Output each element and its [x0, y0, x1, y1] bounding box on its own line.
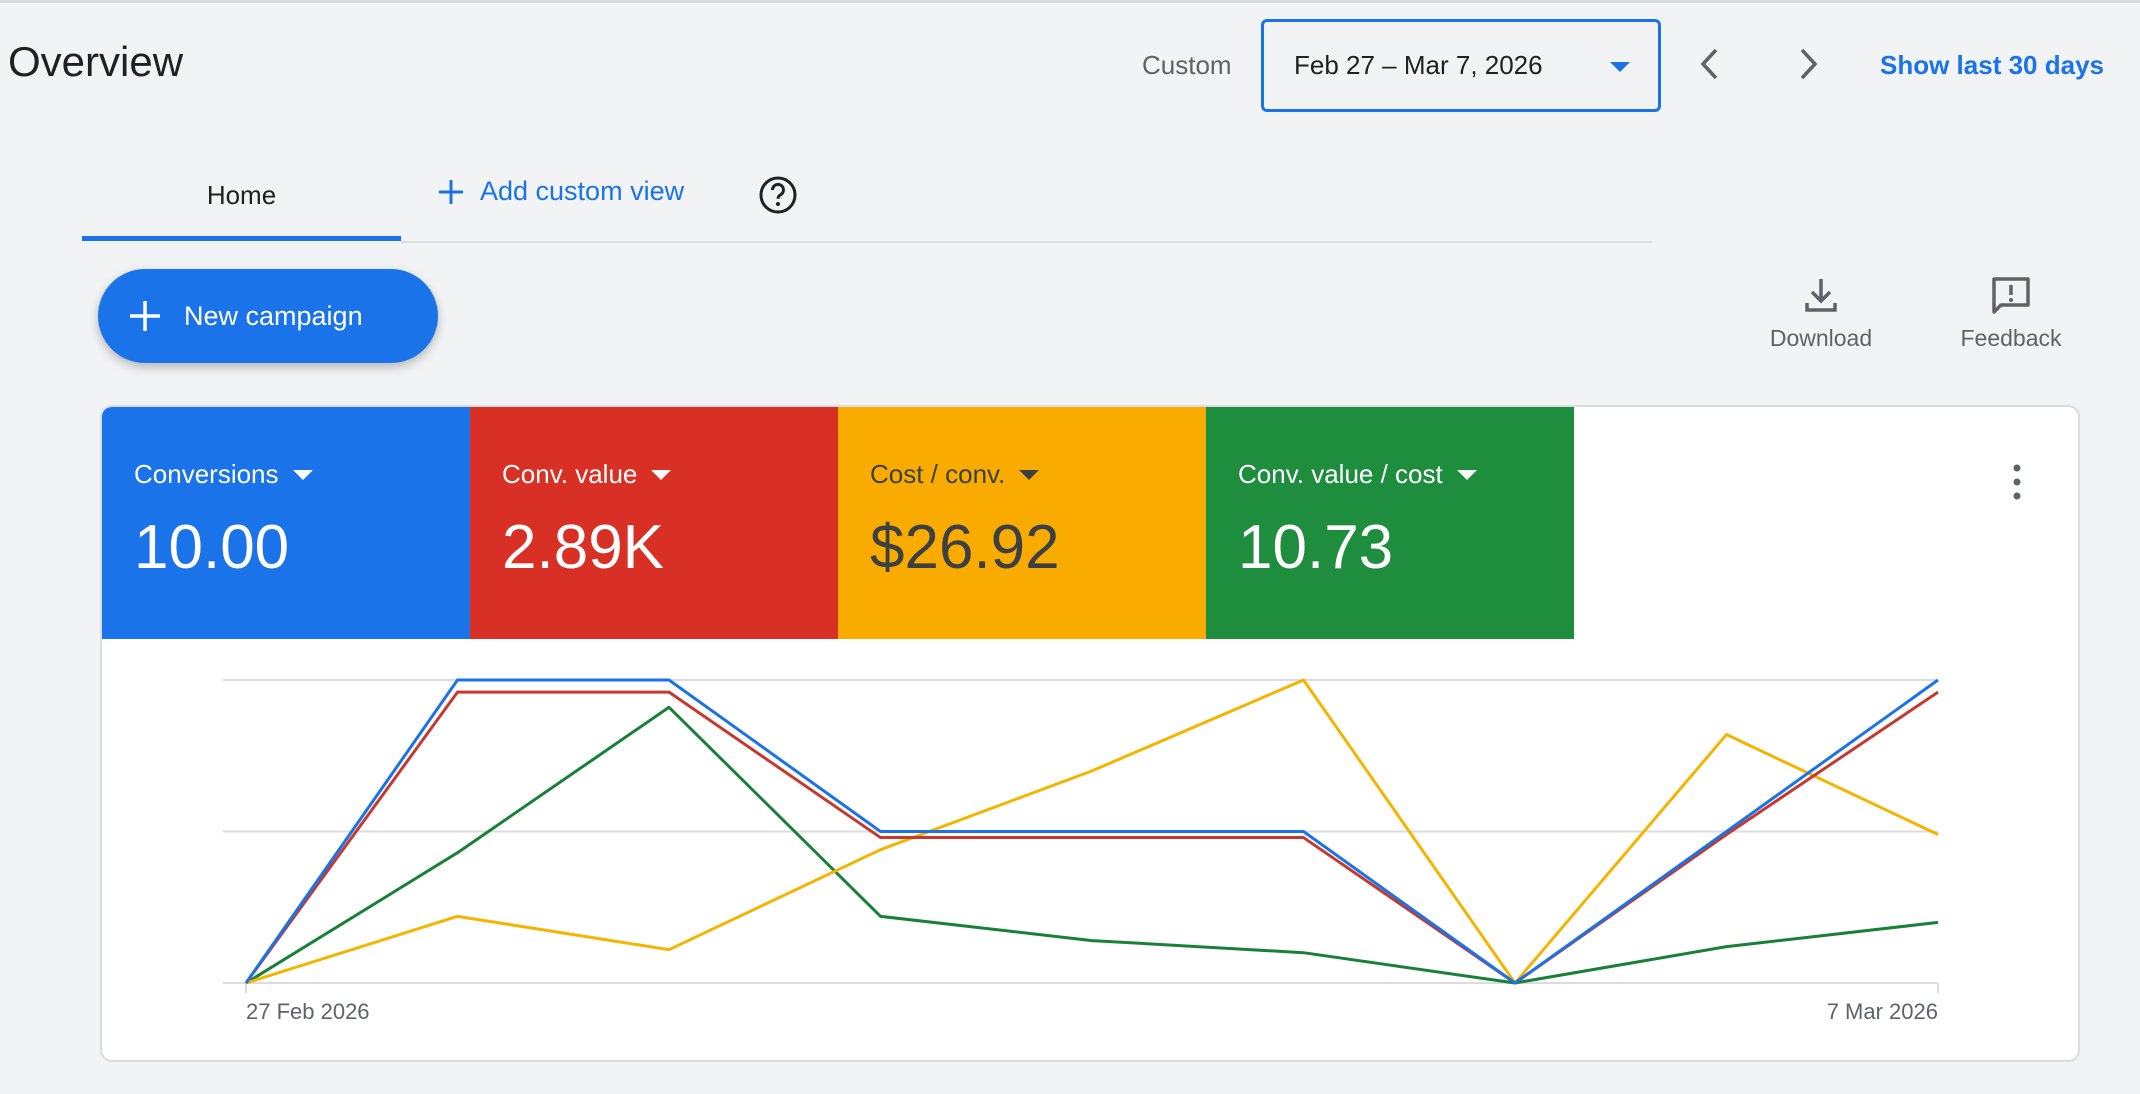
help-icon[interactable] — [758, 175, 798, 215]
range-label: Custom — [1142, 50, 1232, 80]
tab-home[interactable]: Home — [206, 180, 277, 210]
series-line-conv-value-cost — [245, 705, 1939, 985]
chevron-right-icon[interactable] — [1790, 44, 1826, 84]
active-tab-indicator — [82, 236, 401, 241]
x-tick-label: 27 Feb 2026 — [246, 999, 370, 1024]
metric-value: 2.89K — [502, 513, 665, 582]
performance-card: Conversions 10.00 Conv. value 2.89K Cost… — [100, 405, 2080, 1062]
add-custom-view-button[interactable]: Add custom view — [436, 176, 684, 207]
top-divider — [0, 0, 2140, 3]
metric-label: Cost / conv. — [870, 459, 1006, 489]
metric-label: Conversions — [134, 459, 279, 489]
new-campaign-button[interactable]: New campaign — [98, 269, 438, 363]
new-campaign-label: New campaign — [184, 300, 363, 331]
download-button[interactable]: Download — [1746, 275, 1896, 352]
add-custom-view-label: Add custom view — [480, 176, 685, 206]
plus-icon — [130, 301, 160, 331]
metric-label: Conv. value — [502, 459, 638, 489]
download-label: Download — [1769, 325, 1873, 351]
caret-down-icon — [1456, 469, 1477, 480]
metric-value: $26.92 — [870, 513, 1060, 582]
metric-tile-cost-per-conv[interactable]: Cost / conv. $26.92 — [838, 407, 1206, 639]
series-line-cost-conv- — [245, 678, 1939, 985]
metric-label: Conv. value / cost — [1238, 459, 1443, 489]
metric-tile-conv-value[interactable]: Conv. value 2.89K — [470, 407, 838, 639]
metric-value: 10.00 — [134, 513, 290, 582]
tabs-divider — [401, 241, 1652, 243]
show-last-30-days-link[interactable]: Show last 30 days — [1880, 50, 2104, 80]
caret-down-icon — [292, 469, 313, 480]
x-tick-label: 7 Mar 2026 — [1827, 999, 1938, 1024]
series-line-conv-value — [244, 690, 1939, 985]
plus-icon — [439, 179, 463, 204]
feedback-icon — [1992, 277, 2030, 314]
chevron-left-icon[interactable] — [1692, 44, 1728, 84]
date-range-picker[interactable]: Feb 27 – Mar 7, 2026 — [1261, 19, 1661, 112]
download-icon — [1805, 279, 1837, 312]
feedback-label: Feedback — [1960, 325, 2062, 351]
more-options-icon[interactable] — [2007, 462, 2027, 502]
series-line-conversions — [244, 678, 1939, 985]
metric-value: 10.73 — [1238, 513, 1394, 582]
caret-down-icon — [651, 469, 672, 480]
metric-selector[interactable]: Cost / conv. — [870, 459, 1206, 490]
page-title: Overview — [8, 38, 184, 85]
date-range-value: Feb 27 – Mar 7, 2026 — [1294, 50, 1543, 80]
metric-selector[interactable]: Conv. value / cost — [1238, 459, 1574, 490]
metric-selector[interactable]: Conversions — [134, 459, 470, 490]
metric-tile-conv-value-per-cost[interactable]: Conv. value / cost 10.73 — [1206, 407, 1574, 639]
metric-selector[interactable]: Conv. value — [502, 459, 838, 490]
caret-down-icon — [1610, 62, 1630, 72]
feedback-button[interactable]: Feedback — [1936, 275, 2086, 352]
caret-down-icon — [1019, 469, 1040, 480]
line-chart: 27 Feb 2026 7 Mar 2026 — [223, 678, 1939, 1024]
metric-tile-conversions[interactable]: Conversions 10.00 — [102, 407, 470, 639]
